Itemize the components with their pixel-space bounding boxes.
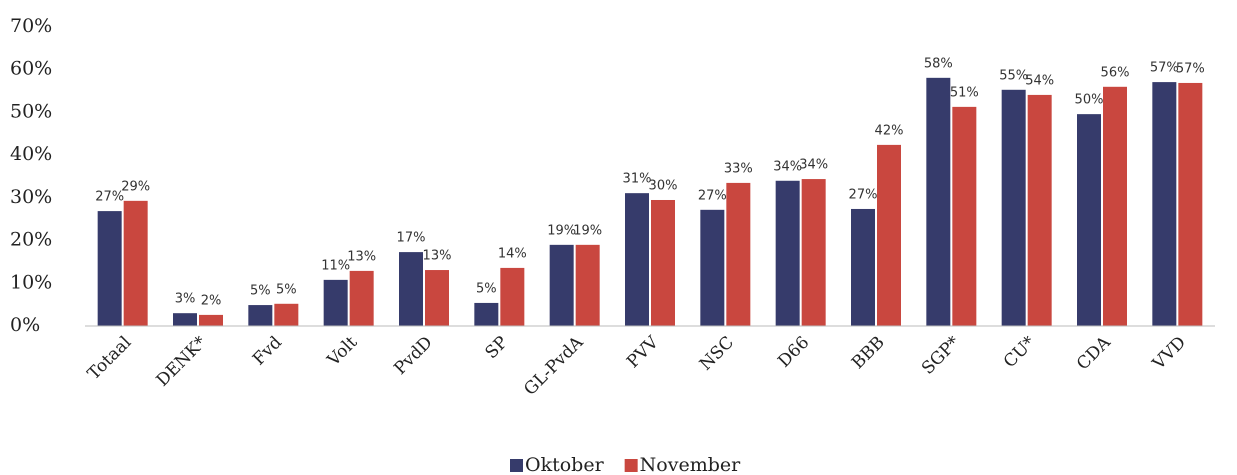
value-label: 13%: [347, 249, 376, 264]
value-label: 27%: [698, 188, 727, 203]
legend-label: November: [640, 454, 741, 475]
x-tick-label: GL-PvdA: [520, 332, 588, 400]
bar: [500, 267, 525, 326]
bar: [1178, 82, 1203, 326]
value-label: 57%: [1176, 61, 1205, 76]
value-label: 42%: [875, 123, 904, 138]
bar: [248, 305, 273, 326]
value-label: 19%: [547, 223, 576, 238]
bar: [801, 179, 826, 326]
x-tick-label: VVD: [1148, 333, 1190, 375]
value-label: 27%: [95, 190, 124, 205]
bar: [549, 244, 574, 326]
y-tick-label: 20%: [10, 229, 52, 251]
value-label: 54%: [1025, 73, 1054, 88]
value-label: 34%: [799, 158, 828, 173]
bar: [1001, 89, 1026, 326]
bar: [425, 270, 449, 326]
bar: [123, 200, 148, 326]
bar: [575, 244, 600, 326]
bar: [474, 302, 499, 326]
legend-swatch: [624, 459, 638, 472]
bar: [952, 106, 977, 326]
value-label: 29%: [121, 179, 150, 194]
value-label: 57%: [1150, 61, 1179, 76]
bar: [851, 208, 875, 326]
y-tick-label: 70%: [10, 15, 52, 37]
value-label: 34%: [773, 159, 802, 174]
value-label: 5%: [476, 281, 497, 296]
x-tick-label: D66: [774, 333, 813, 372]
legend-swatch: [510, 459, 523, 472]
value-label: 33%: [724, 161, 753, 176]
value-label: 5%: [250, 284, 271, 299]
bar: [625, 193, 649, 326]
value-label: 17%: [397, 231, 426, 246]
bar: [877, 144, 901, 326]
bar: [199, 314, 223, 326]
bar: [651, 199, 675, 326]
bar: [1103, 86, 1127, 326]
value-label: 19%: [573, 223, 602, 238]
value-label: 5%: [276, 282, 297, 297]
x-tick-label: SGP*: [918, 332, 964, 378]
x-tick-label: PVV: [623, 332, 663, 372]
legend-label: Oktober: [525, 454, 605, 475]
x-tick-label: DENK*: [153, 332, 211, 390]
bar: [1152, 82, 1177, 326]
y-tick-label: 30%: [10, 186, 52, 208]
value-label: 58%: [924, 56, 953, 71]
x-tick-label: SP: [482, 333, 512, 363]
bar: [349, 270, 374, 326]
bar: [173, 313, 197, 326]
value-label: 51%: [950, 85, 979, 100]
bar: [399, 252, 423, 326]
bar: [1077, 114, 1101, 326]
x-tick-label: Totaal: [84, 333, 135, 384]
bar: [274, 303, 299, 326]
value-label: 55%: [999, 68, 1028, 83]
y-tick-label: 0%: [10, 314, 40, 336]
bar: [1027, 94, 1052, 326]
value-label: 27%: [849, 187, 878, 202]
value-label: 30%: [649, 178, 678, 193]
value-label: 14%: [498, 246, 527, 261]
x-tick-label: Volt: [323, 332, 361, 370]
bar: [700, 209, 725, 326]
bar: [97, 211, 122, 326]
x-tick-label: Fvd: [249, 333, 286, 370]
y-tick-label: 50%: [10, 100, 52, 122]
value-label: 50%: [1075, 93, 1104, 108]
bar: [726, 182, 751, 326]
value-label: 56%: [1101, 65, 1130, 80]
bar: [926, 77, 951, 326]
bar: [323, 279, 348, 326]
value-label: 2%: [201, 293, 222, 308]
value-label: 31%: [623, 172, 652, 187]
x-tick-label: BBB: [848, 333, 889, 374]
x-tick-label: NSC: [696, 333, 738, 375]
y-tick-label: 60%: [10, 58, 52, 80]
value-label: 3%: [175, 292, 196, 307]
value-label: 11%: [321, 258, 350, 273]
bar: [775, 180, 800, 326]
y-tick-label: 10%: [10, 271, 52, 293]
x-tick-label: PvdD: [390, 333, 436, 379]
y-tick-label: 40%: [10, 143, 52, 165]
x-tick-label: CDA: [1073, 332, 1115, 374]
value-label: 13%: [423, 249, 452, 264]
x-tick-label: CU*: [1000, 332, 1040, 372]
